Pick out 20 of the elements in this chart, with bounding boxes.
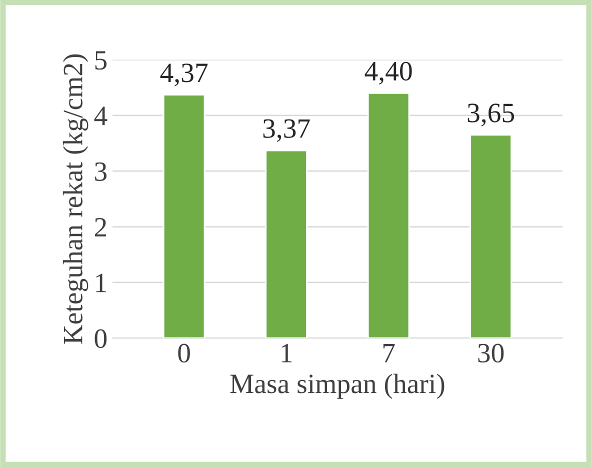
y-tick-label: 1: [96, 274, 106, 292]
y-tick-label: 3: [95, 162, 107, 182]
y-tick-label: 4: [94, 106, 108, 126]
y-tick-label: 5: [95, 51, 107, 70]
y-tick-label: 0: [94, 329, 107, 348]
bar: [367, 92, 410, 338]
bar: [470, 134, 512, 338]
x-tick-label: 1: [282, 344, 292, 362]
data-label: 3,65: [468, 104, 514, 126]
data-label: 4,40: [364, 62, 412, 85]
x-axis-title: Masa simpan (hari): [230, 374, 444, 399]
data-label: 3,37: [263, 119, 310, 142]
y-tick-label: 2: [94, 218, 106, 236]
x-tick-label: 0: [178, 344, 190, 363]
bar: [162, 94, 206, 338]
data-label: 4,37: [160, 64, 208, 86]
x-tick-label: 30: [478, 344, 504, 363]
x-tick-label: 7: [383, 344, 395, 362]
bar: [265, 150, 308, 338]
y-axis-title: Keteguhan rekat (kg/cm2): [62, 54, 88, 344]
